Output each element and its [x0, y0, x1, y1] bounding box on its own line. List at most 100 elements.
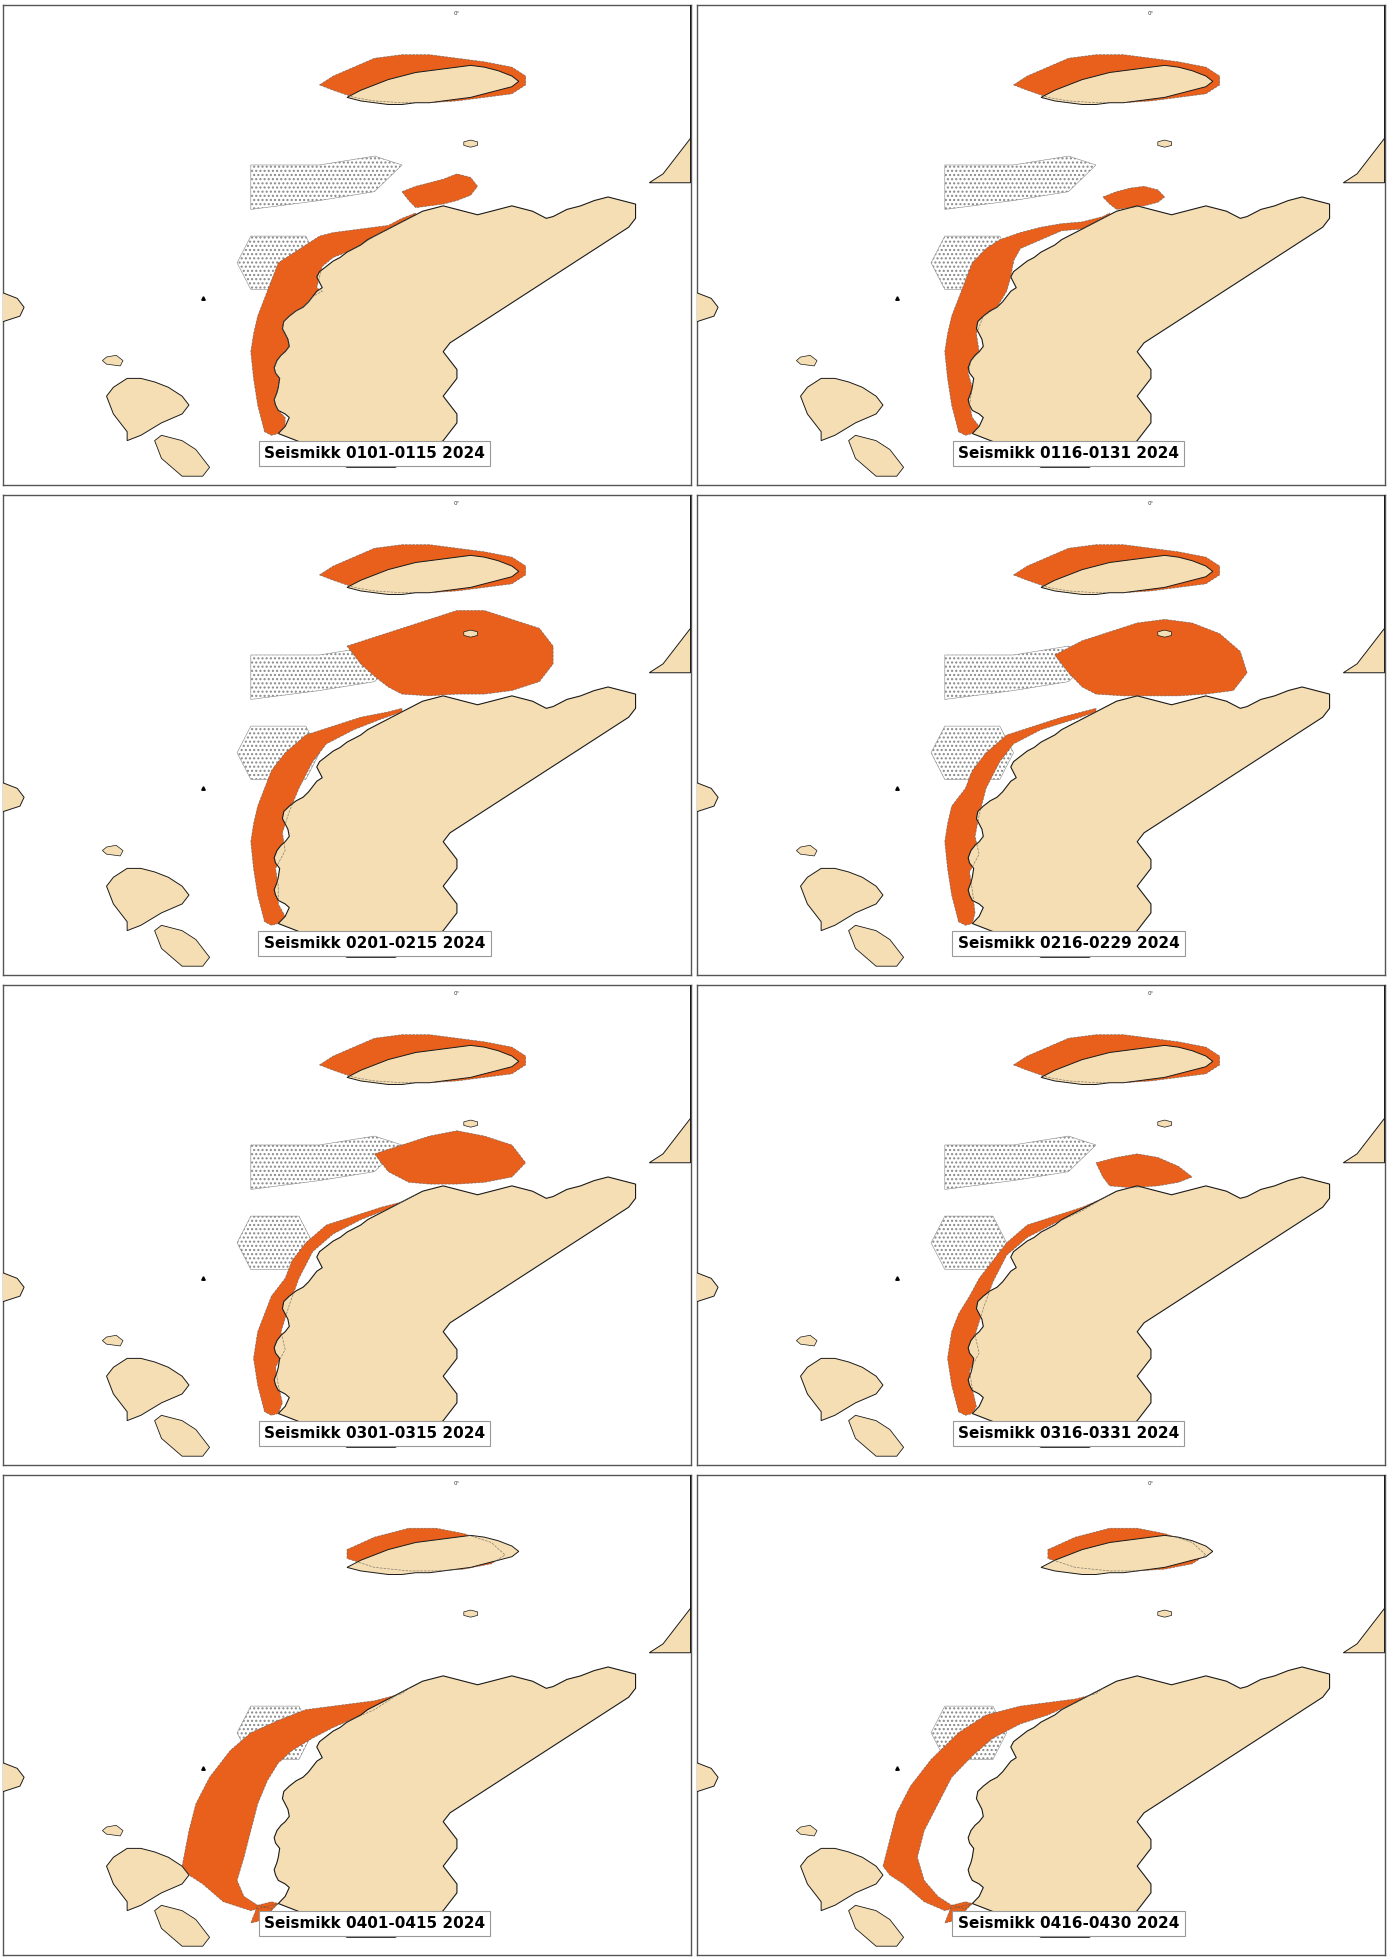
- Polygon shape: [801, 378, 883, 441]
- Polygon shape: [945, 1137, 1097, 1190]
- Polygon shape: [650, 1474, 690, 1652]
- Polygon shape: [848, 1415, 904, 1456]
- Polygon shape: [154, 1415, 210, 1456]
- Polygon shape: [251, 708, 403, 925]
- Polygon shape: [948, 1196, 1109, 1415]
- Polygon shape: [347, 1045, 519, 1084]
- Polygon shape: [107, 1358, 189, 1421]
- Polygon shape: [237, 725, 319, 780]
- Polygon shape: [464, 139, 477, 147]
- Polygon shape: [931, 1215, 1006, 1270]
- Polygon shape: [969, 1176, 1330, 1446]
- Text: Seismikk 0101-0115 2024: Seismikk 0101-0115 2024: [264, 447, 484, 461]
- Polygon shape: [464, 1119, 477, 1127]
- Text: Seismikk 0316-0331 2024: Seismikk 0316-0331 2024: [958, 1427, 1180, 1441]
- Polygon shape: [1013, 1035, 1220, 1082]
- Polygon shape: [931, 235, 1013, 290]
- Polygon shape: [347, 555, 519, 594]
- Polygon shape: [1013, 545, 1220, 592]
- Polygon shape: [1158, 1119, 1171, 1127]
- Polygon shape: [1344, 1474, 1384, 1652]
- Polygon shape: [931, 725, 1013, 780]
- Text: 0°: 0°: [454, 1482, 459, 1486]
- Text: Seismikk 0216-0229 2024: Seismikk 0216-0229 2024: [958, 937, 1180, 951]
- Polygon shape: [0, 776, 24, 829]
- Polygon shape: [650, 6, 690, 182]
- Polygon shape: [1041, 555, 1213, 594]
- Polygon shape: [797, 1335, 818, 1347]
- Polygon shape: [969, 686, 1330, 956]
- Polygon shape: [107, 378, 189, 441]
- Polygon shape: [251, 647, 403, 700]
- Polygon shape: [969, 1666, 1330, 1936]
- Text: 0°: 0°: [1148, 502, 1153, 506]
- Polygon shape: [251, 214, 415, 435]
- Text: Seismikk 0201-0215 2024: Seismikk 0201-0215 2024: [264, 937, 486, 951]
- Text: 0°: 0°: [454, 992, 459, 996]
- Polygon shape: [375, 1131, 526, 1184]
- Polygon shape: [0, 1756, 24, 1809]
- Polygon shape: [1344, 984, 1384, 1162]
- Polygon shape: [1103, 186, 1165, 210]
- Polygon shape: [1041, 65, 1213, 104]
- Polygon shape: [403, 174, 477, 208]
- Polygon shape: [275, 198, 636, 466]
- Text: 0°: 0°: [1148, 1482, 1153, 1486]
- Polygon shape: [347, 1535, 519, 1574]
- Polygon shape: [319, 55, 526, 102]
- Polygon shape: [103, 1825, 124, 1837]
- Polygon shape: [1041, 1045, 1213, 1084]
- Polygon shape: [107, 868, 189, 931]
- Polygon shape: [319, 545, 526, 592]
- Polygon shape: [347, 610, 552, 696]
- Polygon shape: [251, 1901, 278, 1923]
- Polygon shape: [319, 1035, 526, 1082]
- Polygon shape: [848, 1905, 904, 1946]
- Polygon shape: [237, 1215, 312, 1270]
- Text: Seismikk 0301-0315 2024: Seismikk 0301-0315 2024: [264, 1427, 484, 1441]
- Polygon shape: [945, 214, 1109, 435]
- Text: 0°: 0°: [454, 502, 459, 506]
- Polygon shape: [1158, 1609, 1171, 1617]
- Polygon shape: [650, 984, 690, 1162]
- Polygon shape: [275, 686, 636, 956]
- Polygon shape: [883, 1688, 1103, 1911]
- Polygon shape: [1055, 619, 1246, 696]
- Text: Seismikk 0401-0415 2024: Seismikk 0401-0415 2024: [264, 1917, 484, 1931]
- Polygon shape: [566, 286, 718, 339]
- Polygon shape: [969, 198, 1330, 466]
- Polygon shape: [931, 1705, 1006, 1760]
- Polygon shape: [945, 647, 1097, 700]
- Polygon shape: [154, 435, 210, 476]
- Text: 0°: 0°: [1148, 12, 1153, 16]
- Polygon shape: [945, 1901, 972, 1923]
- Polygon shape: [566, 776, 718, 829]
- Polygon shape: [797, 355, 818, 367]
- Polygon shape: [347, 1529, 505, 1572]
- Polygon shape: [1013, 55, 1220, 102]
- Polygon shape: [1344, 6, 1384, 182]
- Polygon shape: [945, 708, 1097, 925]
- Polygon shape: [566, 1756, 718, 1809]
- Text: Seismikk 0416-0430 2024: Seismikk 0416-0430 2024: [958, 1917, 1180, 1931]
- Polygon shape: [107, 1848, 189, 1911]
- Polygon shape: [1158, 629, 1171, 637]
- Text: 0°: 0°: [454, 12, 459, 16]
- Polygon shape: [0, 1266, 24, 1319]
- Polygon shape: [251, 157, 403, 210]
- Text: Seismikk 0116-0131 2024: Seismikk 0116-0131 2024: [958, 447, 1178, 461]
- Polygon shape: [251, 1137, 403, 1190]
- Polygon shape: [275, 1176, 636, 1446]
- Polygon shape: [154, 925, 210, 966]
- Polygon shape: [1158, 139, 1171, 147]
- Polygon shape: [154, 1905, 210, 1946]
- Polygon shape: [103, 845, 124, 857]
- Polygon shape: [464, 1609, 477, 1617]
- Polygon shape: [1097, 1154, 1192, 1188]
- Polygon shape: [797, 845, 818, 857]
- Polygon shape: [237, 1705, 312, 1760]
- Polygon shape: [0, 286, 24, 339]
- Text: 0°: 0°: [1148, 992, 1153, 996]
- Polygon shape: [103, 1335, 124, 1347]
- Polygon shape: [1041, 1535, 1213, 1574]
